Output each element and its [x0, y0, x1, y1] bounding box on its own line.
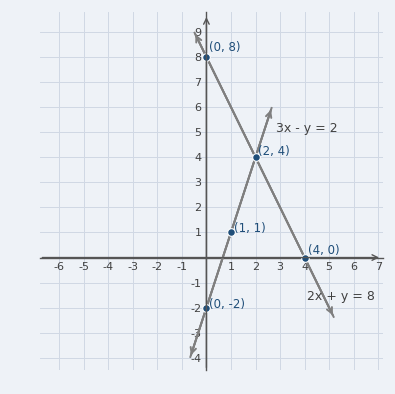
Text: (0, -2): (0, -2) — [209, 298, 245, 311]
Text: (1, 1): (1, 1) — [234, 223, 266, 236]
Text: (2, 4): (2, 4) — [258, 145, 290, 158]
Text: (4, 0): (4, 0) — [308, 244, 339, 257]
Text: 3x - y = 2: 3x - y = 2 — [276, 122, 338, 135]
Text: 2x + y = 8: 2x + y = 8 — [307, 290, 375, 303]
Text: (0, 8): (0, 8) — [209, 41, 241, 54]
